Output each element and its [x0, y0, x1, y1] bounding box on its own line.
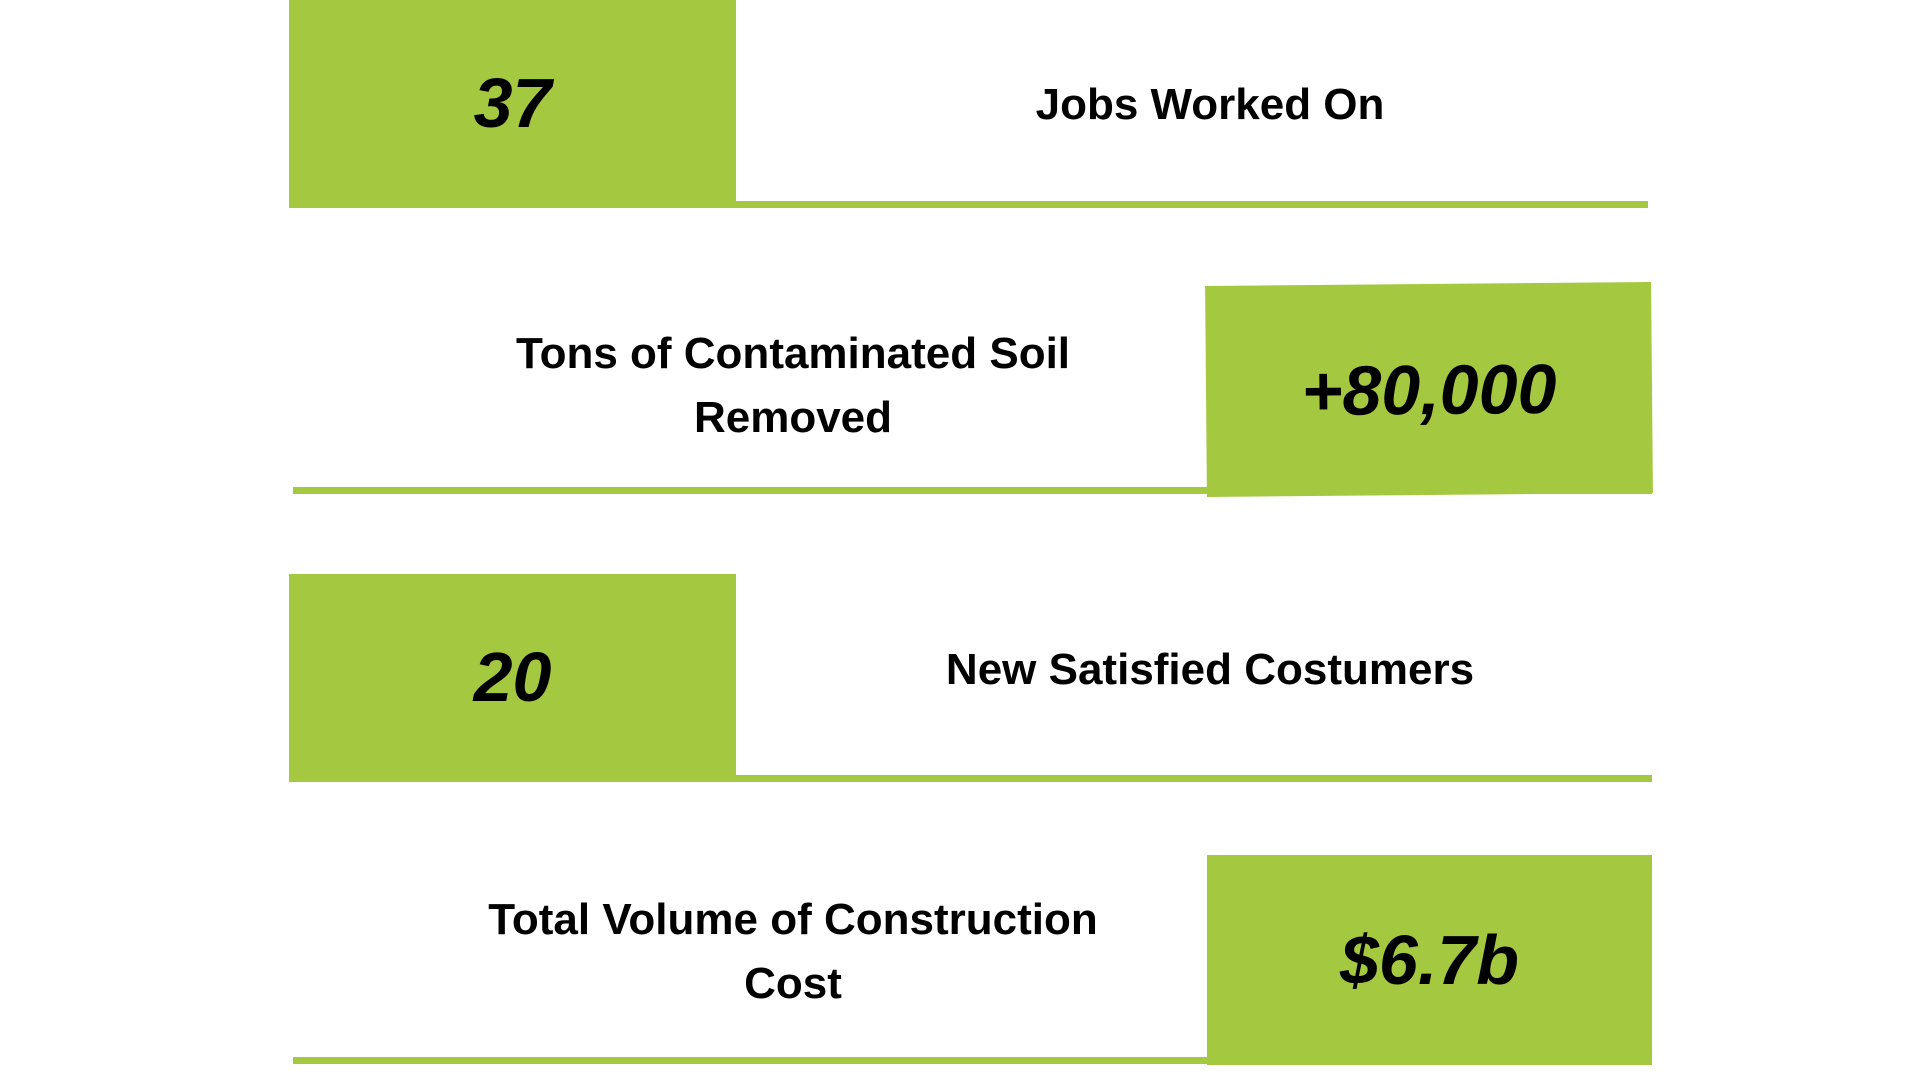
- stat-value-soil: +80,000: [1301, 349, 1557, 430]
- stat-label-soil-line2: Removed: [693, 393, 893, 442]
- stat-label-jobs-text: Jobs Worked On: [1035, 80, 1385, 129]
- stat-value-jobs: 37: [473, 64, 552, 142]
- stat-label-soil-line1: Tons of Contaminated Soil: [515, 329, 1071, 378]
- stat-value-box-jobs: 37: [289, 0, 736, 206]
- stat-label-customers-text: New Satisfied Costumers: [945, 645, 1475, 694]
- stat-underline-customers: [289, 775, 1652, 782]
- stat-underline-jobs: [289, 201, 1648, 208]
- stat-label-construction-line2: Cost: [744, 959, 842, 1008]
- stat-label-construction: Total Volume of Construction Cost: [293, 882, 1293, 1022]
- stat-value-construction: $6.7b: [1340, 921, 1519, 999]
- stat-value-box-soil: +80,000: [1205, 282, 1653, 497]
- stat-value-box-construction: $6.7b: [1207, 855, 1652, 1065]
- stat-label-soil: Tons of Contaminated Soil Removed: [293, 316, 1293, 456]
- stat-label-customers: New Satisfied Costumers: [740, 625, 1680, 715]
- stat-label-jobs: Jobs Worked On: [740, 60, 1680, 150]
- stat-label-construction-line1: Total Volume of Construction: [488, 895, 1098, 944]
- stat-value-box-customers: 20: [289, 574, 736, 779]
- stat-underline-soil: [293, 487, 1652, 494]
- stat-value-customers: 20: [473, 637, 552, 716]
- stat-underline-construction: [293, 1057, 1652, 1064]
